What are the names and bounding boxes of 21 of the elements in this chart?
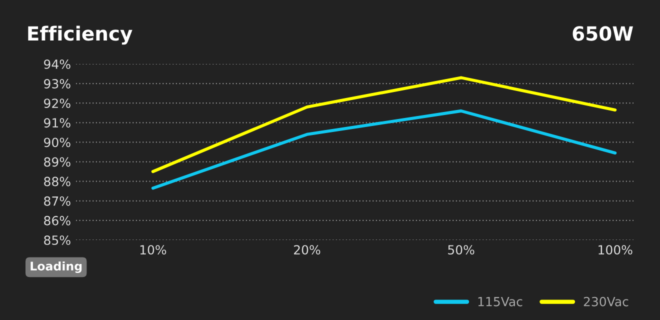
x-tick-label: 20% bbox=[294, 245, 320, 255]
line-series bbox=[151, 109, 617, 190]
chart-title: Efficiency bbox=[28, 26, 132, 45]
y-tick-label: 91% bbox=[44, 118, 70, 128]
y-tick-label: 94% bbox=[44, 59, 70, 69]
y-tick-label: 89% bbox=[44, 157, 70, 167]
y-tick-label: 88% bbox=[44, 176, 70, 186]
y-tick-label: 92% bbox=[44, 98, 70, 108]
legend-label: 115Vac bbox=[478, 297, 522, 306]
y-tick-label: 87% bbox=[44, 196, 70, 206]
x-tick-label: 100% bbox=[598, 245, 632, 255]
y-tick-label: 85% bbox=[44, 235, 70, 245]
x-axis-title: Loading bbox=[30, 261, 82, 273]
y-tick-label: 93% bbox=[44, 79, 70, 88]
chart-subtitle: 650W bbox=[572, 26, 633, 41]
y-tick-label: 90% bbox=[44, 138, 70, 148]
legend-label: 230Vac bbox=[584, 296, 628, 306]
x-tick-label: 10% bbox=[140, 245, 166, 255]
x-tick-label: 50% bbox=[448, 245, 474, 255]
line-series bbox=[151, 76, 617, 174]
y-tick-label: 86% bbox=[44, 216, 70, 226]
